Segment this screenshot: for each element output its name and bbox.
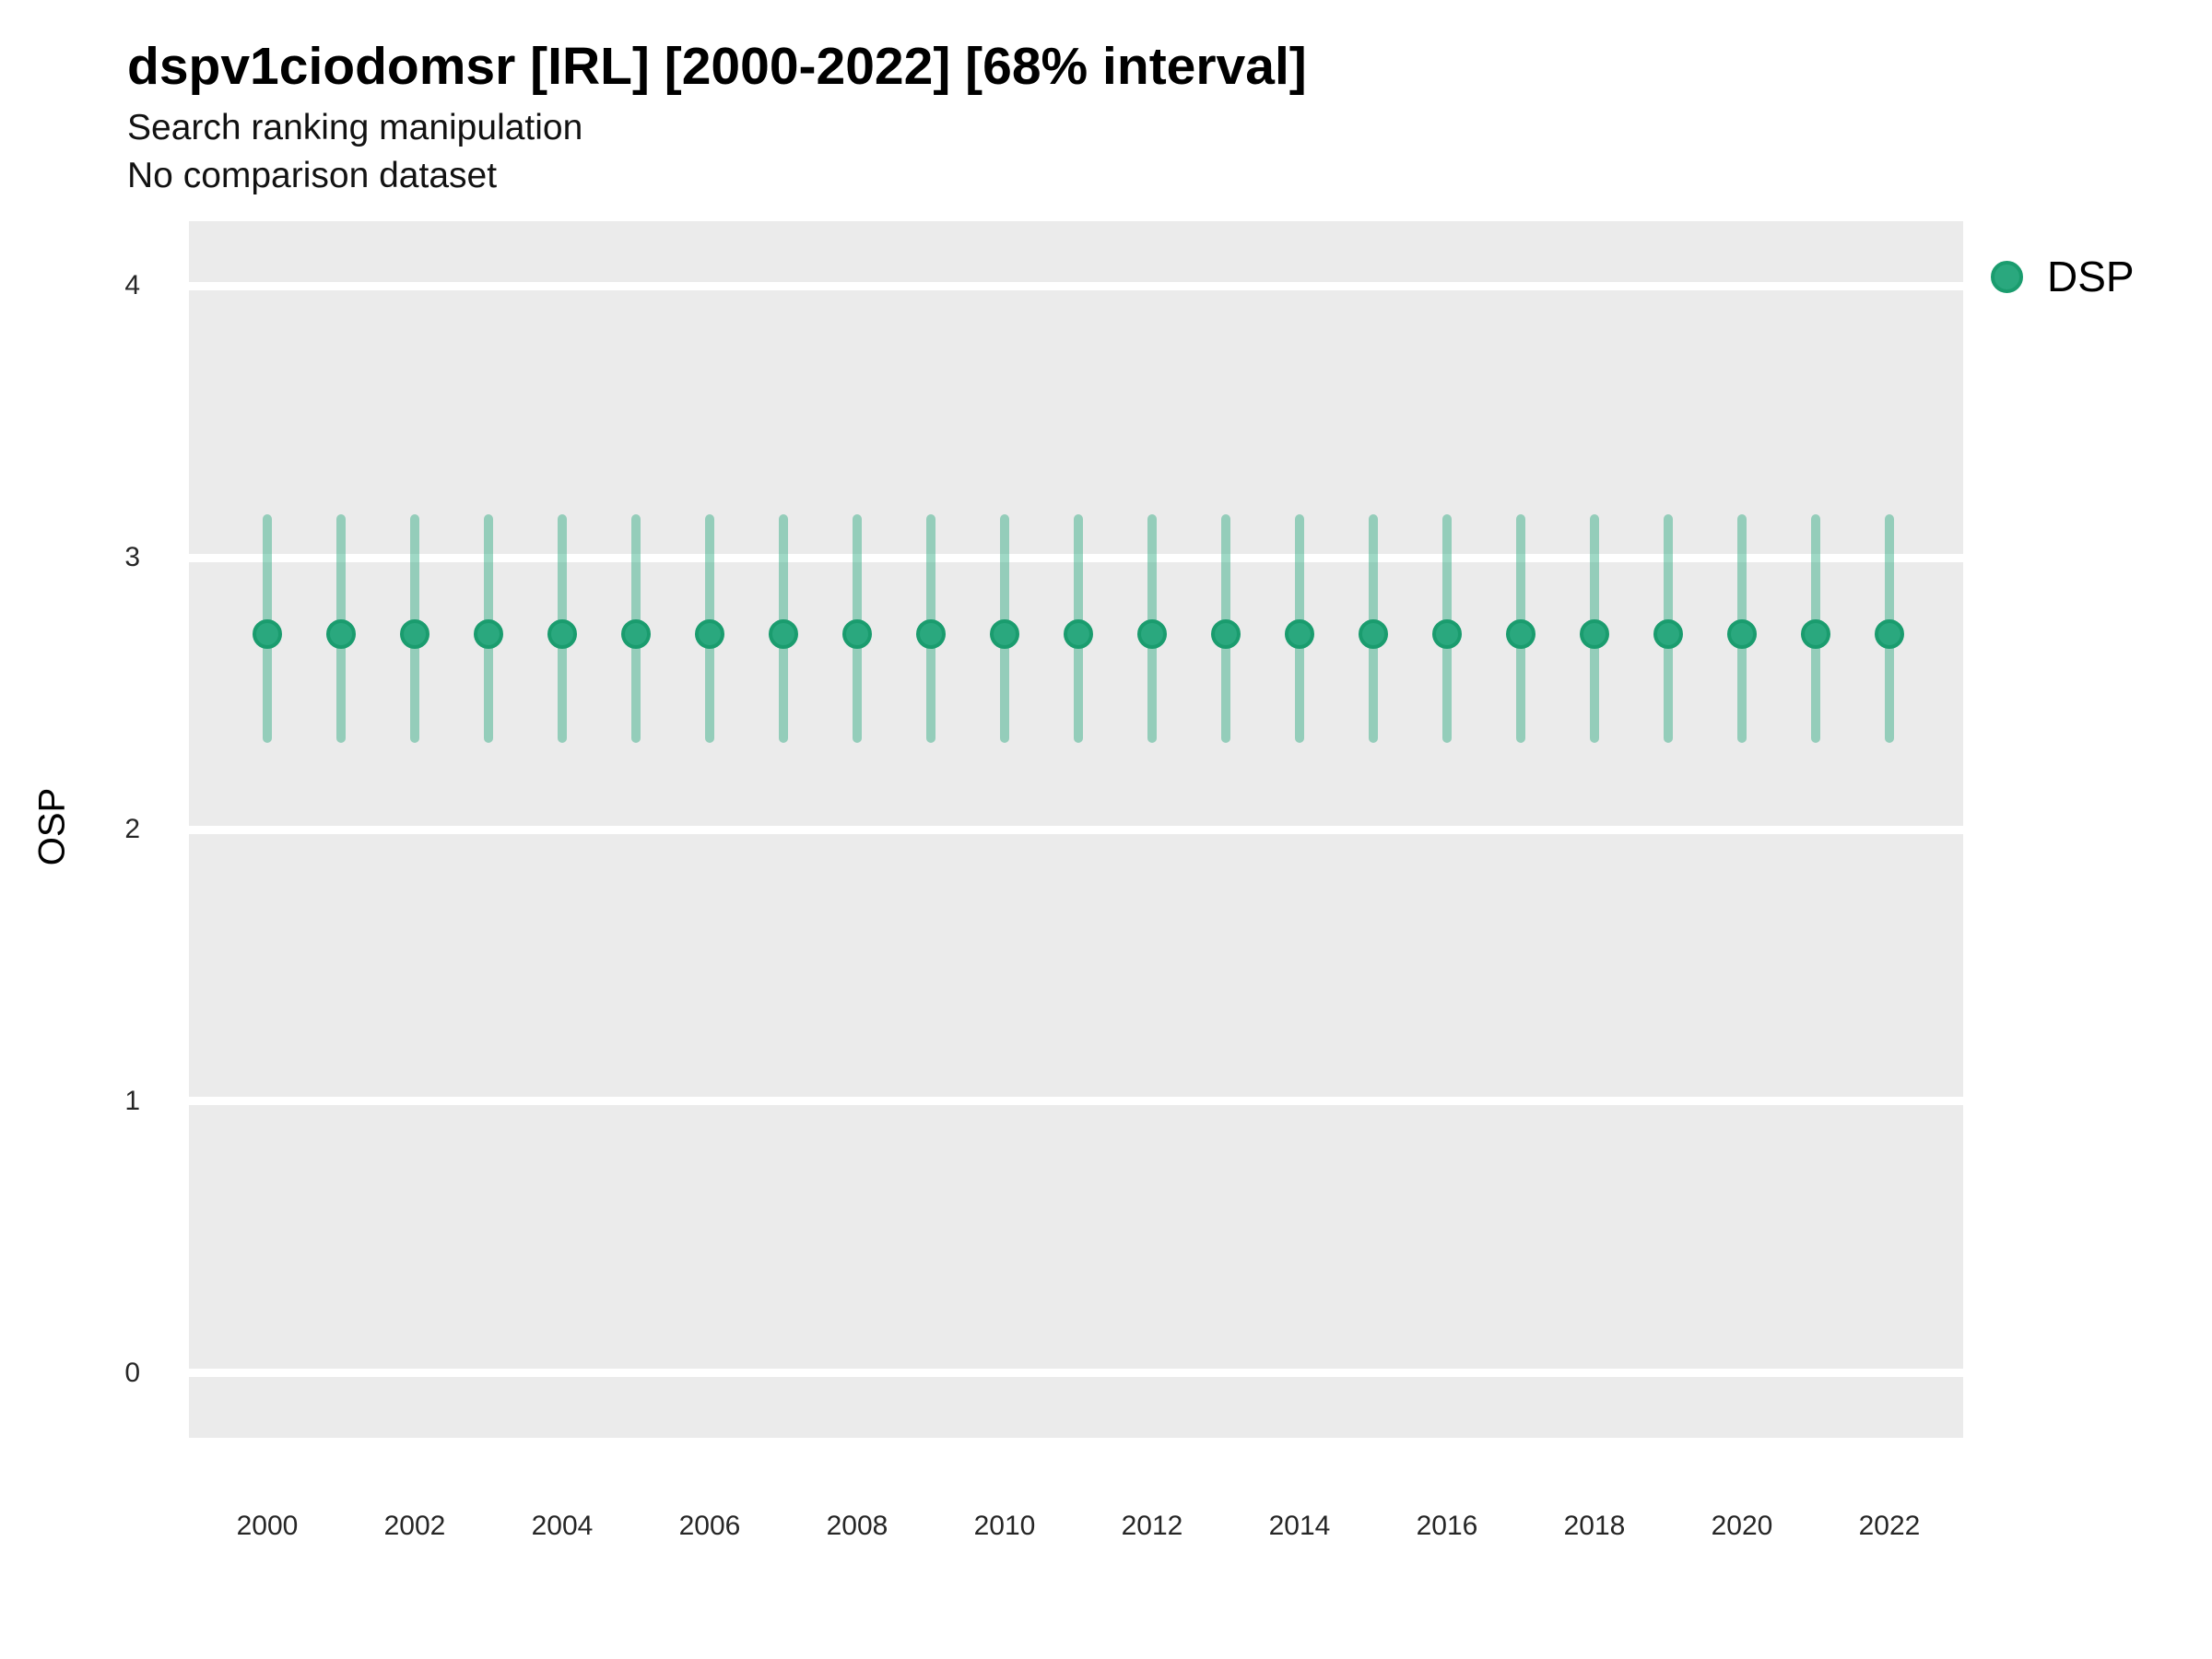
data-point [1580, 618, 1609, 649]
data-point [1285, 618, 1314, 649]
data-point [695, 618, 724, 649]
x-tick-label: 2010 [973, 1511, 1036, 1541]
x-tick-label: 2008 [826, 1511, 888, 1541]
data-point [547, 618, 577, 649]
data-point [474, 618, 503, 649]
legend-point-icon [1991, 260, 2023, 293]
gridline-y-1 [189, 1097, 1963, 1106]
y-tick-label: 2 [124, 814, 140, 844]
plot-panel [189, 221, 1963, 1438]
data-point [990, 618, 1019, 649]
data-point [1653, 618, 1683, 649]
data-point [400, 618, 429, 649]
x-tick-label: 2018 [1563, 1511, 1626, 1541]
data-point [1211, 618, 1241, 649]
data-point [1727, 618, 1757, 649]
x-tick-label: 2016 [1416, 1511, 1478, 1541]
y-tick-label: 3 [124, 542, 140, 572]
x-tick-label: 2004 [531, 1511, 594, 1541]
gridline-y-4 [189, 281, 1963, 290]
chart-subtitle-line2: No comparison dataset [127, 156, 498, 195]
data-point [253, 618, 282, 649]
data-point [842, 618, 872, 649]
data-point [1801, 618, 1830, 649]
x-tick-label: 2020 [1711, 1511, 1773, 1541]
data-point [1432, 618, 1462, 649]
data-point [621, 618, 651, 649]
gridline-y-2 [189, 825, 1963, 834]
chart-subtitle-line1: Search ranking manipulation [127, 108, 583, 147]
data-point [1875, 618, 1904, 649]
data-point [326, 618, 356, 649]
y-tick-label: 1 [124, 1085, 140, 1116]
legend: DSP [1991, 249, 2135, 304]
x-tick-label: 2006 [678, 1511, 741, 1541]
chart-title: dspv1ciodomsr [IRL] [2000-2022] [68% int… [127, 37, 1307, 96]
legend-label: DSP [2047, 253, 2135, 300]
data-point [916, 618, 946, 649]
y-tick-label: 0 [124, 1357, 140, 1388]
data-point [1359, 618, 1388, 649]
data-point [1064, 618, 1093, 649]
gridline-y-3 [189, 553, 1963, 562]
data-point [1506, 618, 1535, 649]
x-tick-label: 2002 [383, 1511, 446, 1541]
x-tick-label: 2022 [1858, 1511, 1921, 1541]
y-tick-label: 4 [124, 270, 140, 300]
x-tick-label: 2000 [236, 1511, 299, 1541]
data-point [1137, 618, 1167, 649]
x-tick-label: 2014 [1268, 1511, 1331, 1541]
data-point [769, 618, 798, 649]
gridline-y-0 [189, 1369, 1963, 1378]
x-tick-label: 2012 [1121, 1511, 1183, 1541]
